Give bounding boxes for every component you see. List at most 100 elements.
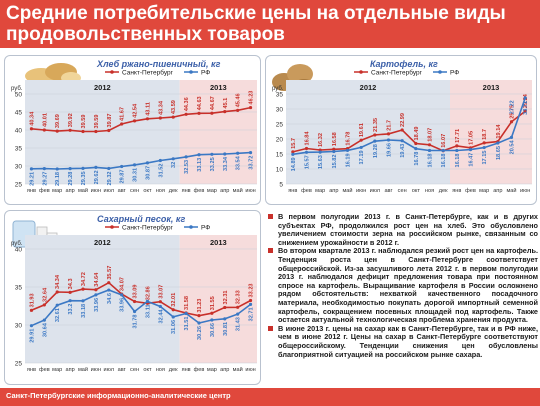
data-point <box>414 147 418 151</box>
data-label: 44.36 <box>184 97 190 111</box>
series-line <box>31 151 251 170</box>
x-tick-label: янв <box>182 367 191 373</box>
x-tick-label: окт <box>412 188 421 194</box>
data-point <box>171 315 175 319</box>
sugar-chart-title: Сахарный песок, кг <box>97 214 186 224</box>
data-point <box>158 304 162 309</box>
x-tick-label: фев <box>301 188 312 194</box>
data-label: 19.43 <box>400 144 406 158</box>
x-tick-label: сен <box>398 188 407 194</box>
extra-data-label: 27.22 <box>510 100 516 114</box>
data-point <box>455 148 459 153</box>
data-label: 16.07 <box>441 134 447 148</box>
data-point <box>107 166 111 171</box>
data-label: 33.11 <box>145 304 151 318</box>
data-point <box>400 139 404 143</box>
x-tick-label: ноя <box>425 188 434 194</box>
data-label: 43.11 <box>145 102 151 116</box>
data-point <box>107 281 111 285</box>
data-label: 19.61 <box>359 123 365 137</box>
data-label: 30.87 <box>145 166 151 180</box>
series-line <box>292 110 526 153</box>
data-point <box>55 167 59 171</box>
x-tick-label: июн <box>245 188 255 194</box>
y-tick-label: 25 <box>15 361 23 368</box>
data-label: 18.07 <box>428 128 434 142</box>
data-label: 16.84 <box>305 131 311 146</box>
y-tick-label: 30 <box>15 323 23 330</box>
data-point <box>248 298 253 303</box>
data-label: 46.23 <box>249 91 255 105</box>
data-point <box>120 122 124 126</box>
x-tick-label: май <box>506 187 516 194</box>
data-point <box>210 311 214 315</box>
y-tick-label: 5 <box>279 182 283 189</box>
data-point <box>427 143 432 147</box>
x-tick-label: ноя <box>156 367 165 373</box>
data-label: 16.18 <box>428 153 434 167</box>
x-tick-label: апр <box>493 188 502 194</box>
data-label: 31.43 <box>236 317 242 331</box>
data-label: 32.33 <box>236 290 242 304</box>
data-point <box>132 163 137 167</box>
page-title-line2: продовольственных товаров <box>6 24 285 45</box>
data-point <box>184 311 188 316</box>
data-label: 30.31 <box>133 168 139 182</box>
data-point <box>94 165 98 169</box>
data-point <box>145 117 150 121</box>
data-label: 29.91 <box>29 329 35 343</box>
data-label: 16.19 <box>346 153 352 167</box>
x-tick-label: янв <box>27 367 36 373</box>
y-tick-label: 15 <box>276 152 284 159</box>
x-tick-label: ноя <box>156 188 165 194</box>
data-label: 32.64 <box>42 287 48 302</box>
x-tick-label: фев <box>39 188 50 194</box>
data-point <box>455 144 459 148</box>
data-point <box>509 135 514 139</box>
footer-bar: Санкт-Петербургские информационно-аналит… <box>0 388 540 406</box>
data-label: 30.81 <box>223 322 229 336</box>
data-label: 33.72 <box>249 156 255 170</box>
y-tick-label: 35 <box>15 285 23 292</box>
y-axis-unit: руб. <box>11 86 23 92</box>
x-tick-label: мар <box>479 188 489 194</box>
y-tick-label: 35 <box>276 92 284 99</box>
data-label: 29.32 <box>107 171 113 185</box>
data-point <box>132 309 137 314</box>
legend-label: РФ <box>201 69 210 76</box>
data-label: 33.09 <box>133 285 139 299</box>
x-tick-label: мар <box>207 188 217 194</box>
period-band-2012 <box>286 80 450 184</box>
data-point <box>55 290 59 294</box>
legend-marker <box>110 70 114 74</box>
x-tick-label: май <box>342 187 352 194</box>
data-label: 15.63 <box>318 155 324 169</box>
legend-marker <box>189 225 193 229</box>
data-label: 40.34 <box>29 111 35 126</box>
legend-label: РФ <box>450 69 459 76</box>
data-label: 15.57 <box>305 155 311 169</box>
bullet-marker <box>268 325 273 331</box>
period-label-2012: 2012 <box>94 238 111 247</box>
legend-label: Санкт-Петербург <box>371 68 423 76</box>
y-tick-label: 30 <box>276 107 284 114</box>
legend-marker <box>438 70 442 74</box>
y-tick-label: 40 <box>15 128 23 135</box>
data-point <box>158 300 162 304</box>
data-point <box>236 312 240 316</box>
data-point <box>184 155 188 159</box>
period-band-2012 <box>25 80 180 184</box>
text-paragraph-potato: Во втором квартале 2013 г. наблюдался ре… <box>266 247 538 324</box>
data-label: 39.59 <box>81 114 87 128</box>
bullet-marker <box>268 248 273 254</box>
data-label: 16.32 <box>318 133 324 147</box>
data-point <box>332 147 336 151</box>
data-label: 45.46 <box>236 93 242 107</box>
y-tick-label: 10 <box>276 167 284 174</box>
data-label: 16.78 <box>414 152 420 166</box>
data-label: 34.3 <box>68 278 74 289</box>
data-point <box>94 288 98 292</box>
data-label: 32.53 <box>184 160 190 174</box>
